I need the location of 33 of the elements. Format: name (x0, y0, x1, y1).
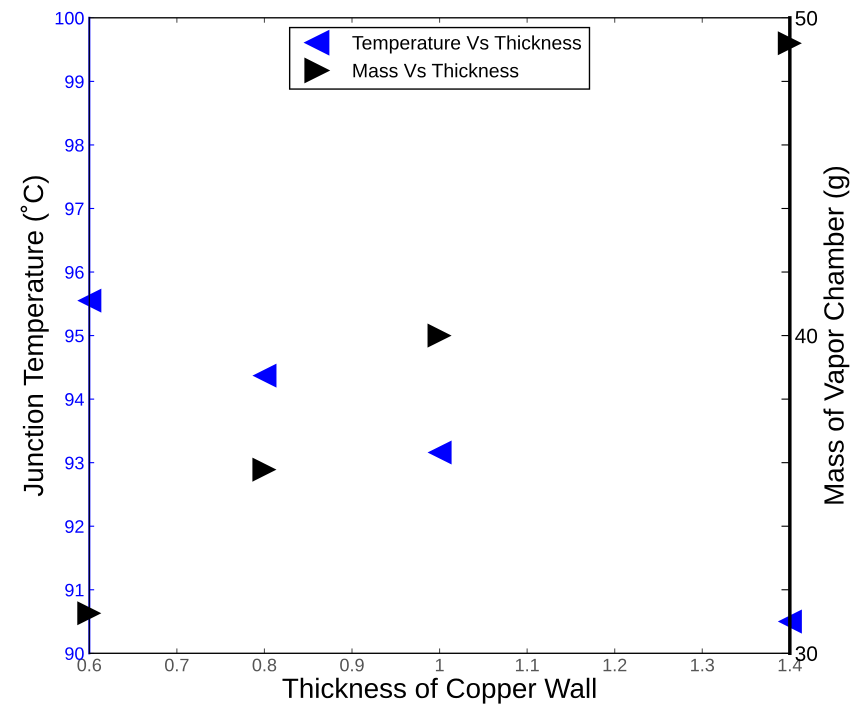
x-tick-label: 0.8 (252, 658, 276, 672)
x-tick-label: 1 (436, 658, 444, 672)
point (77, 601, 102, 626)
x-axis-title: Thickness of Copper Wall (282, 678, 596, 704)
y-tick-label: 99 (65, 75, 84, 88)
x-tick-label: 0.9 (340, 658, 364, 672)
y-axis-title: Junction Temperature (˚C) (20, 176, 49, 496)
y2-axis-title: Mass of Vapor Chamber (g) (823, 166, 850, 504)
point (778, 31, 802, 56)
y2-tick-label: 50 (796, 10, 818, 26)
x-tick-label: 1.1 (516, 658, 539, 672)
y-tick-label: 93 (65, 456, 84, 470)
y-tick-label: 91 (65, 584, 84, 596)
point (252, 364, 276, 388)
y-tick-label: 98 (65, 138, 84, 152)
y-tick-label: 92 (65, 520, 84, 533)
y-tick-label: 96 (65, 266, 84, 279)
x-tick-label: 1.3 (691, 658, 714, 672)
point (428, 440, 452, 465)
y-tick-label: 90 (65, 647, 84, 660)
legend-label: Mass Vs Thickness (353, 63, 518, 78)
point (252, 458, 276, 482)
point (428, 324, 452, 348)
y-tick-label: 94 (65, 393, 84, 406)
point (77, 288, 102, 313)
y-tick-label: 95 (65, 330, 84, 342)
y2-tick-label: 40 (795, 328, 818, 344)
x-tick-label: 0.7 (165, 658, 189, 672)
y-tick-label: 100 (56, 12, 84, 25)
legend-label: Temperature Vs Thickness (352, 35, 582, 54)
x-tick-label: 1.2 (604, 658, 626, 672)
y-tick-label: 97 (65, 202, 84, 216)
x-tick-label: 0.6 (77, 658, 102, 672)
